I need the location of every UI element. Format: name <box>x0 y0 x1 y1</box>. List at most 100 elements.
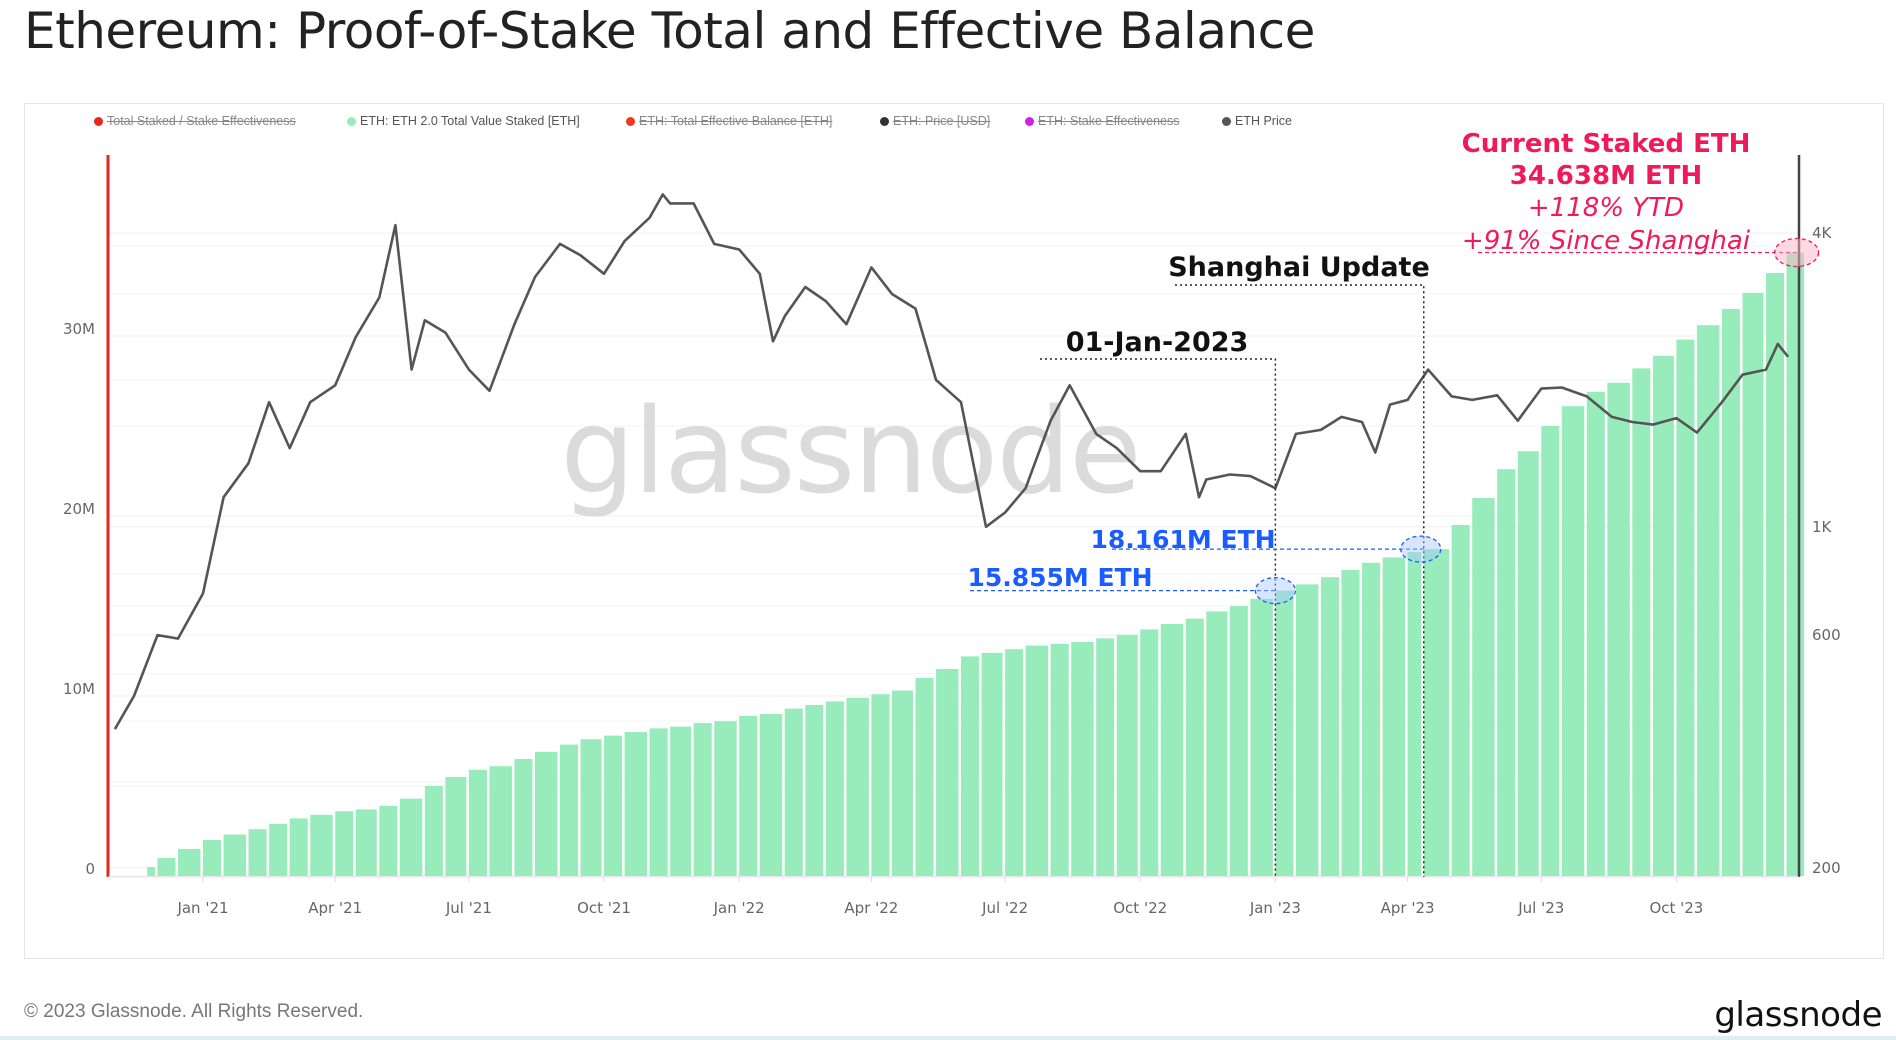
legend-dot-icon <box>94 116 103 126</box>
staked-bar <box>1451 525 1470 876</box>
staked-bar <box>670 726 692 876</box>
staked-bar <box>178 849 201 876</box>
staked-bar <box>1005 649 1024 876</box>
staked-bar <box>1341 570 1360 876</box>
staked-bars <box>147 252 1805 877</box>
x-tick-label: Oct '23 <box>1649 899 1703 917</box>
staked-bar <box>961 656 980 876</box>
staked-bar <box>335 811 354 876</box>
x-tick-label: Jul '21 <box>445 899 492 917</box>
staked-bar <box>1423 549 1450 876</box>
staked-bar <box>784 708 803 876</box>
y-right-tick-label: 4K <box>1812 224 1833 242</box>
legend-item[interactable]: ETH: Total Effective Balance [ETH] <box>626 114 832 128</box>
legend-dot-icon <box>1025 116 1034 126</box>
legend-item[interactable]: Total Staked / Stake Effectiveness <box>94 114 296 128</box>
staked-bar <box>1362 562 1381 876</box>
chart-panel <box>24 103 1884 959</box>
legend-item[interactable]: ETH Price <box>1222 114 1292 128</box>
jan-value-marker <box>1254 576 1297 605</box>
y-right-tick-label: 1K <box>1812 518 1833 536</box>
staked-bar <box>514 759 533 876</box>
staked-bar <box>1632 368 1651 876</box>
watermark: glassnode <box>560 382 1139 520</box>
legend-dot-icon <box>347 116 356 126</box>
y-right-tick-label: 600 <box>1812 626 1841 644</box>
legend-label: Total Staked / Stake Effectiveness <box>107 114 296 128</box>
y-left-tick-label: 30M <box>63 320 95 338</box>
x-tick-label: Apr '22 <box>844 899 898 917</box>
staked-bar <box>289 818 308 876</box>
shanghai-label: Shanghai Update <box>1168 252 1430 283</box>
staked-bar <box>915 678 934 876</box>
staked-bar <box>157 858 176 876</box>
legend-item[interactable]: ETH: Stake Effectiveness <box>1025 114 1180 128</box>
staked-bar <box>1497 469 1516 876</box>
staked-bar <box>1607 382 1630 876</box>
staked-bar <box>399 798 423 876</box>
y-left-tick-label: 20M <box>63 500 95 518</box>
bottom-strip <box>0 1036 1896 1040</box>
staked-bar <box>1472 498 1495 876</box>
since-shanghai-change: +91% Since Shanghai <box>1462 226 1751 256</box>
x-tick-label: Jan '22 <box>713 899 765 917</box>
staked-bar <box>1517 451 1539 876</box>
staked-bar <box>1206 611 1228 876</box>
legend-dot-icon <box>880 116 889 126</box>
staked-bar <box>559 744 579 876</box>
shanghai-value-marker <box>1400 535 1442 563</box>
staked-bar <box>1696 325 1720 876</box>
staked-bar <box>714 721 737 876</box>
staked-bar <box>1320 577 1339 876</box>
staked-bar <box>269 823 288 876</box>
staked-bar <box>248 829 267 876</box>
glassnode-logo: glassnode <box>1714 995 1882 1035</box>
page-title: Ethereum: Proof-of-Stake Total and Effec… <box>24 2 1315 60</box>
staked-bar <box>1116 634 1138 876</box>
staked-bar <box>1295 584 1319 876</box>
legend-label: ETH: Price [USD] <box>893 114 991 128</box>
staked-bar <box>1025 645 1049 876</box>
x-tick-label: Jul '22 <box>981 899 1028 917</box>
x-tick-label: Apr '21 <box>308 899 362 917</box>
legend-item[interactable]: ETH: Price [USD] <box>880 114 990 128</box>
staked-bar <box>1742 292 1764 876</box>
legend-dot-icon <box>1222 116 1231 126</box>
staked-bar <box>1652 355 1674 876</box>
copyright: © 2023 Glassnode. All Rights Reserved. <box>24 1001 364 1022</box>
staked-bar <box>693 723 712 876</box>
staked-bar <box>445 777 467 876</box>
staked-bar <box>1140 629 1159 876</box>
y-left-tick-label: 10M <box>63 680 95 698</box>
staked-bar <box>1160 624 1184 876</box>
staked-bar <box>489 766 512 876</box>
staked-bar <box>1766 273 1785 876</box>
staked-bar <box>223 834 247 876</box>
staked-bar <box>203 840 222 876</box>
staked-bar <box>355 809 377 876</box>
legend-label: ETH: ETH 2.0 Total Value Staked [ETH] <box>360 114 580 128</box>
staked-bar <box>310 814 333 876</box>
staked-bar <box>1586 391 1605 876</box>
current-title: Current Staked ETH <box>1462 129 1751 159</box>
staked-bar <box>649 728 668 876</box>
staked-bar <box>1382 557 1406 876</box>
legend-item[interactable]: ETH: ETH 2.0 Total Value Staked [ETH] <box>347 114 580 128</box>
staked-bar <box>624 732 648 876</box>
staked-bar <box>379 805 398 876</box>
staked-bar <box>846 697 869 876</box>
staked-bar <box>1561 406 1585 876</box>
staked-bar <box>1250 598 1273 876</box>
x-tick-label: Oct '21 <box>577 899 631 917</box>
x-tick-label: Jan '21 <box>176 899 228 917</box>
y-right-tick-label: 200 <box>1812 859 1841 877</box>
staked-bar <box>936 669 959 876</box>
staked-bar <box>891 690 913 876</box>
legend-dot-icon <box>626 116 635 126</box>
axes: Jan '21 Apr '21 Jul '21 Oct '21 Jan '22 Apr '… <box>63 155 1841 917</box>
staked-bar <box>1096 638 1115 876</box>
staked-bar <box>1721 309 1741 876</box>
staked-bar <box>534 751 558 876</box>
legend-label: ETH Price <box>1235 114 1292 128</box>
legend-label: ETH: Stake Effectiveness <box>1038 114 1180 128</box>
